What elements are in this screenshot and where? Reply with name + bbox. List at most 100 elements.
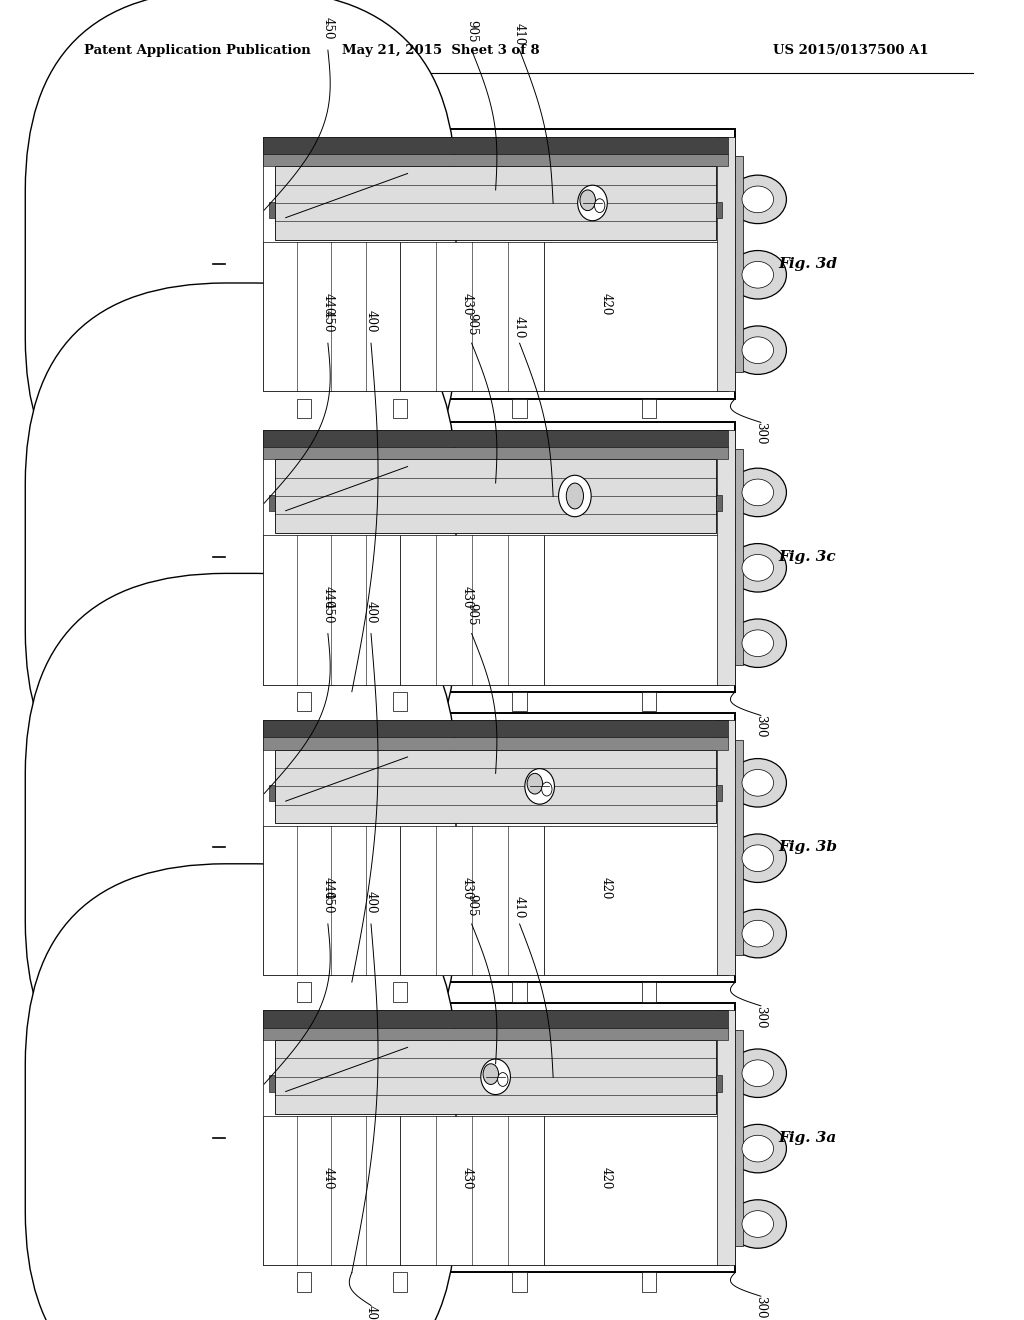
Ellipse shape (742, 845, 773, 871)
FancyBboxPatch shape (26, 863, 456, 1320)
Ellipse shape (729, 619, 786, 668)
Bar (642, 399, 656, 418)
Bar (263, 1117, 399, 1266)
Bar (256, 1003, 735, 1272)
Bar (392, 692, 407, 711)
Text: 440: 440 (322, 586, 335, 609)
Bar (716, 785, 722, 801)
Text: May 21, 2015  Sheet 3 of 8: May 21, 2015 Sheet 3 of 8 (342, 44, 539, 57)
Bar (642, 982, 656, 1002)
Ellipse shape (742, 920, 773, 946)
Bar (544, 826, 728, 975)
Bar (263, 429, 728, 685)
Bar (263, 136, 728, 392)
Ellipse shape (742, 1135, 773, 1162)
Bar (275, 1040, 716, 1114)
Ellipse shape (580, 190, 595, 211)
Ellipse shape (742, 479, 773, 506)
Bar (275, 459, 716, 533)
Text: 300: 300 (755, 715, 767, 738)
Bar (256, 713, 735, 982)
Text: 120: 120 (431, 762, 444, 784)
Bar (263, 1010, 728, 1266)
Bar (275, 166, 716, 240)
Text: 400: 400 (365, 310, 378, 333)
Ellipse shape (729, 1049, 786, 1097)
Ellipse shape (483, 1064, 499, 1085)
Bar (297, 692, 311, 711)
Bar (297, 982, 311, 1002)
Text: 440: 440 (322, 1167, 335, 1189)
Text: 430: 430 (461, 1167, 473, 1189)
Bar (297, 399, 311, 418)
Bar (512, 982, 526, 1002)
Bar (269, 785, 275, 801)
Text: 430: 430 (461, 293, 473, 315)
Bar (716, 202, 722, 218)
Text: 410: 410 (513, 896, 526, 919)
Ellipse shape (729, 834, 786, 883)
FancyBboxPatch shape (26, 282, 456, 832)
Bar (399, 536, 544, 685)
Bar (392, 1272, 407, 1292)
Bar (269, 495, 275, 511)
Bar (269, 1076, 275, 1092)
Bar (263, 154, 728, 166)
Bar (544, 243, 728, 392)
Text: 420: 420 (599, 293, 612, 315)
Ellipse shape (729, 759, 786, 807)
Ellipse shape (742, 554, 773, 581)
Bar (735, 1030, 743, 1246)
Text: 420: 420 (599, 876, 612, 899)
Bar (512, 1272, 526, 1292)
Bar (263, 719, 728, 975)
Ellipse shape (729, 1200, 786, 1249)
Bar (263, 536, 399, 685)
Bar (263, 1028, 728, 1040)
Bar (392, 399, 407, 418)
Bar (263, 1010, 728, 1028)
Ellipse shape (595, 199, 605, 213)
Text: 450: 450 (322, 601, 335, 623)
Bar (263, 136, 728, 154)
Text: 300: 300 (755, 1296, 767, 1319)
Bar (544, 536, 728, 685)
Text: 450: 450 (322, 310, 335, 333)
Bar (544, 1117, 728, 1266)
Bar (717, 719, 735, 975)
Bar (269, 202, 275, 218)
Ellipse shape (578, 185, 607, 220)
Bar (716, 1076, 722, 1092)
Text: 410: 410 (513, 22, 526, 45)
Ellipse shape (729, 909, 786, 958)
Ellipse shape (729, 251, 786, 300)
Ellipse shape (742, 770, 773, 796)
FancyBboxPatch shape (26, 573, 456, 1122)
Text: Patent Application Publication: Patent Application Publication (84, 44, 310, 57)
Text: 400: 400 (365, 891, 378, 913)
Ellipse shape (498, 1073, 508, 1086)
Bar (717, 1010, 735, 1266)
Bar (717, 429, 735, 685)
Text: 300: 300 (755, 422, 767, 445)
Ellipse shape (729, 326, 786, 375)
Ellipse shape (542, 783, 552, 796)
Bar (263, 719, 728, 738)
Text: 420: 420 (599, 1167, 612, 1189)
Bar (399, 826, 544, 975)
Text: 430: 430 (461, 586, 473, 609)
Text: 430: 430 (461, 876, 473, 899)
Bar (297, 1272, 311, 1292)
Bar (392, 982, 407, 1002)
Text: 450: 450 (322, 891, 335, 913)
Ellipse shape (729, 176, 786, 223)
Bar (717, 136, 735, 392)
Ellipse shape (525, 768, 554, 804)
Text: Fig. 3d: Fig. 3d (778, 257, 838, 271)
Text: 905: 905 (465, 603, 478, 626)
Bar (263, 738, 728, 750)
Text: 400: 400 (365, 1305, 378, 1320)
Text: 905: 905 (465, 894, 478, 916)
Text: 440: 440 (322, 293, 335, 315)
Ellipse shape (742, 261, 773, 288)
